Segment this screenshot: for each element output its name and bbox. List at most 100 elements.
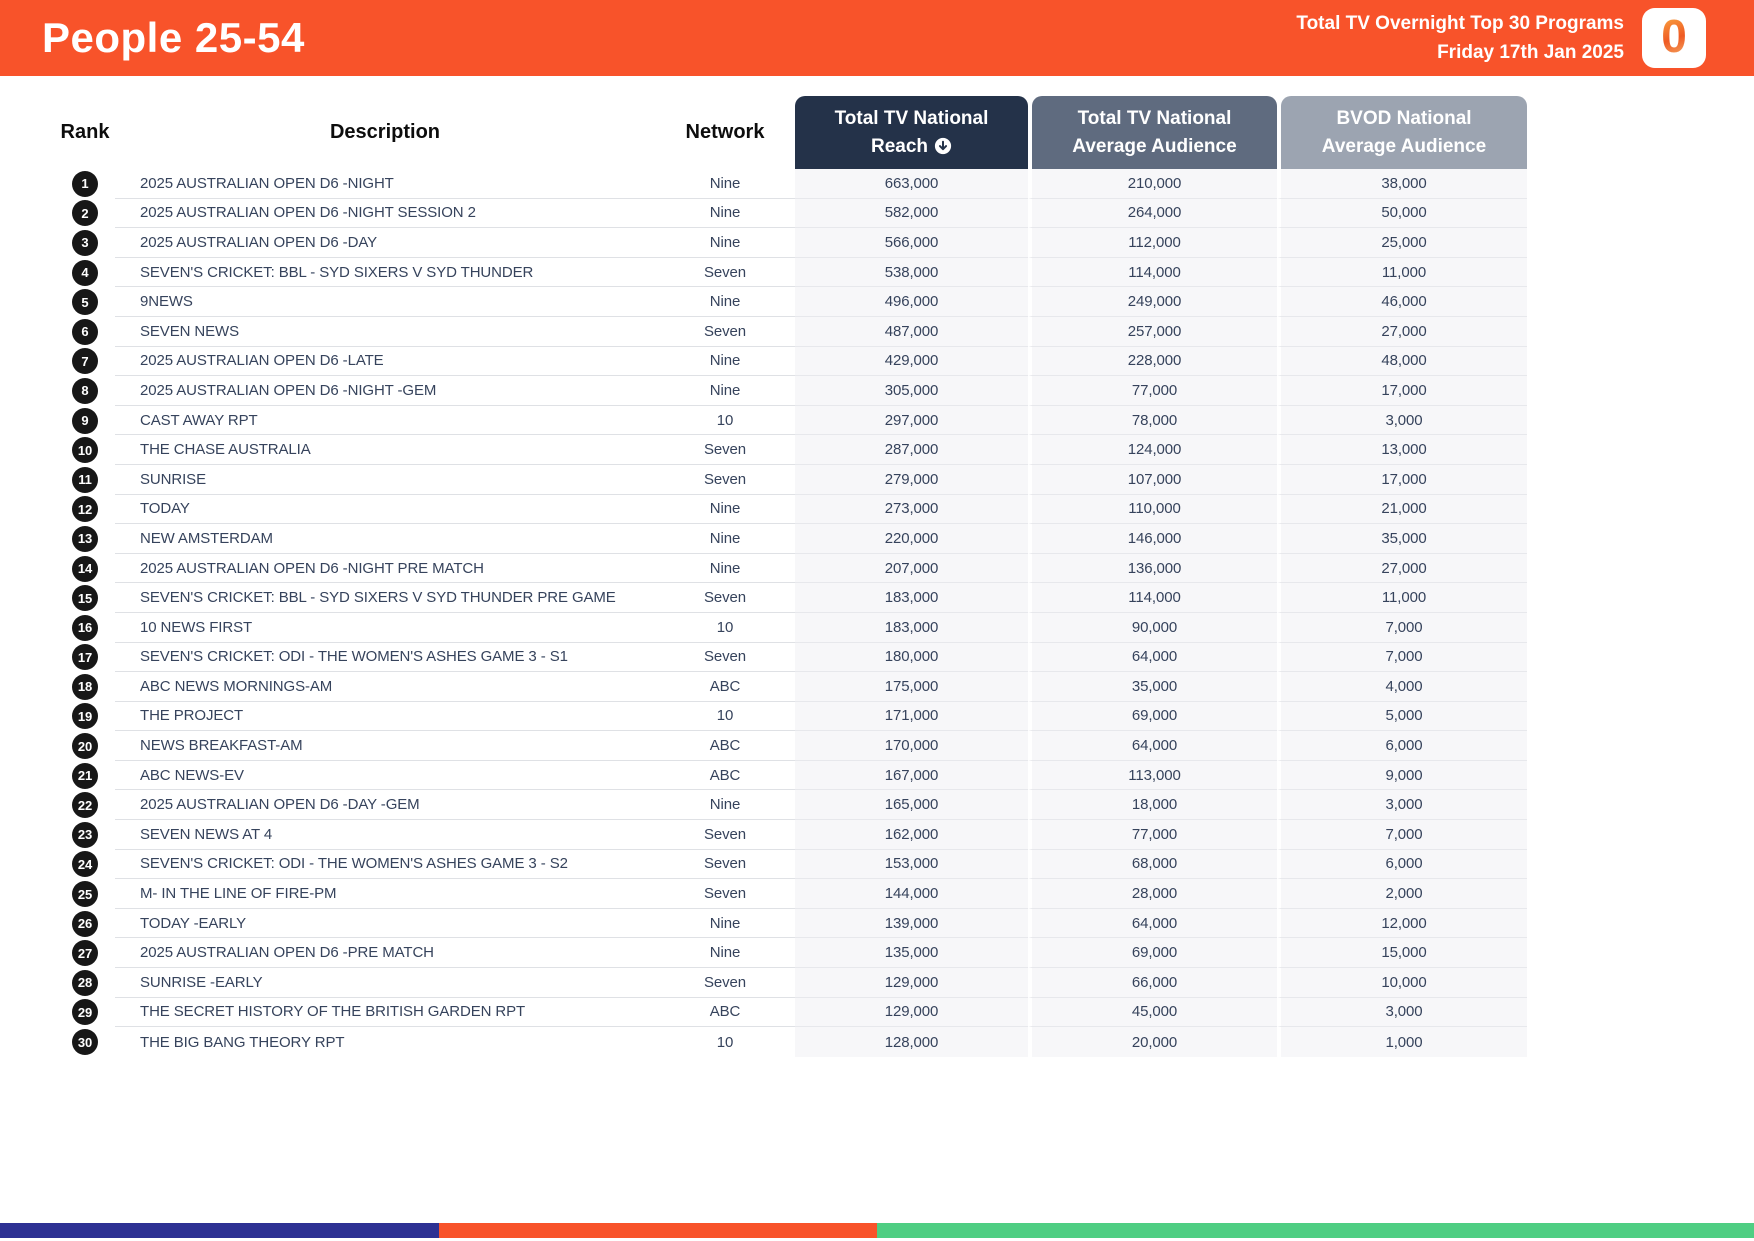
total-tv-average-audience-value: 64,000 [1028,642,1277,673]
bvod-average-audience-value: 6,000 [1277,849,1527,880]
column-header-rank: Rank [60,121,110,143]
network-name: 10 [716,1033,734,1051]
total-tv-reach-value: 487,000 [795,316,1028,347]
table-row: 21 ABC NEWS-EV ABC 167,000 113,000 9,000 [55,760,1527,791]
total-tv-average-audience-value: 35,000 [1028,672,1277,702]
program-description: SUNRISE -EARLY [115,968,655,998]
table-row: 19 THE PROJECT 10 171,000 69,000 5,000 [55,701,1527,732]
rank-badge: 5 [72,289,98,316]
network-name: Seven [655,968,795,998]
total-tv-average-audience-value: 68,000 [1028,849,1277,880]
table-row: 1 2025 AUSTRALIAN OPEN D6 -NIGHT Nine 66… [55,169,1527,199]
program-description: SEVEN NEWS AT 4 [115,820,655,850]
table-row: 17 SEVEN'S CRICKET: ODI - THE WOMEN'S AS… [55,642,1527,673]
network-name: Nine [655,376,795,406]
total-tv-average-audience-value: 257,000 [1028,316,1277,347]
rank-badge: 8 [72,377,98,404]
bvod-average-audience-value: 6,000 [1277,731,1527,761]
table-row: 18 ABC NEWS MORNINGS-AM ABC 175,000 35,0… [55,672,1527,702]
bvod-average-audience-value: 38,000 [1277,169,1527,199]
total-tv-average-audience-value: 77,000 [1028,376,1277,406]
total-tv-average-audience-value: 78,000 [1028,405,1277,436]
program-description: NEWS BREAKFAST-AM [115,731,655,761]
total-tv-reach-value: 429,000 [795,346,1028,377]
program-description: ABC NEWS-EV [115,761,655,791]
rank-badge: 2 [72,200,98,227]
network-name: Nine [655,790,795,821]
rank-badge: 6 [72,318,98,345]
total-tv-reach-value: 538,000 [795,257,1028,288]
network-name: Nine [655,228,795,258]
bvod-average-audience-value: 13,000 [1277,435,1527,465]
subtitle-line-2: Friday 17th Jan 2025 [1437,42,1624,63]
total-tv-average-audience-value: 114,000 [1028,257,1277,288]
total-tv-reach-value: 167,000 [795,760,1028,791]
column-header-bvod-average-audience: BVOD National Average Audience [1281,96,1527,169]
arrow-down-circle-icon [934,138,952,155]
program-description: SEVEN'S CRICKET: BBL - SYD SIXERS V SYD … [115,583,655,613]
column-header-total-tv-reach-sort[interactable]: Total TV National Reach [795,96,1028,169]
program-description: 2025 AUSTRALIAN OPEN D6 -NIGHT -GEM [115,376,655,406]
footer-bar-segment-green [877,1223,1754,1238]
program-description: THE PROJECT [115,702,655,732]
network-name: 10 [655,702,795,732]
total-tv-reach-value: 129,000 [795,968,1028,998]
total-tv-average-audience-value: 69,000 [1028,938,1277,969]
rank-badge: 30 [72,1029,98,1056]
total-tv-average-audience-value: 114,000 [1028,583,1277,613]
program-description: 2025 AUSTRALIAN OPEN D6 -NIGHT SESSION 2 [115,199,655,229]
total-tv-average-audience-value: 69,000 [1028,701,1277,732]
program-description: SUNRISE [115,465,655,495]
oztam-logo: 0 [1642,8,1706,68]
rank-badge: 3 [72,229,98,256]
table-row: 30 THE BIG BANG THEORY RPT 10 128,000 20… [55,1027,1527,1057]
program-description: 2025 AUSTRALIAN OPEN D6 -NIGHT [115,169,655,199]
bvod-average-audience-value: 21,000 [1277,494,1527,525]
bvod-average-audience-value: 3,000 [1277,405,1527,436]
table-row: 23 SEVEN NEWS AT 4 Seven 162,000 77,000 … [55,820,1527,850]
bvod-header-line-1: BVOD National [1336,107,1472,129]
column-header-total-tv-average-audience: Total TV National Average Audience [1032,96,1277,169]
network-name: Seven [655,465,795,495]
bvod-average-audience-value: 46,000 [1277,287,1527,317]
total-tv-average-audience-value: 64,000 [1028,908,1277,939]
total-tv-average-audience-value: 45,000 [1028,997,1277,1028]
total-tv-average-audience-value: 146,000 [1028,524,1277,554]
program-description: THE CHASE AUSTRALIA [115,435,655,465]
total-tv-reach-value: 183,000 [795,612,1028,643]
rank-badge: 22 [72,792,98,819]
table-row: 13 NEW AMSTERDAM Nine 220,000 146,000 35… [55,524,1527,554]
table-row: 25 M- IN THE LINE OF FIRE-PM Seven 144,0… [55,879,1527,909]
rank-badge: 7 [72,348,98,375]
network-name: 10 [655,406,795,436]
avg-header-line-1: Total TV National [1077,107,1232,129]
program-description: THE SECRET HISTORY OF THE BRITISH GARDEN… [115,998,655,1028]
rank-badge: 16 [72,614,98,641]
table-row: 4 SEVEN'S CRICKET: BBL - SYD SIXERS V SY… [55,257,1527,288]
rank-badge: 29 [72,999,98,1026]
subtitle-line-1: Total TV Overnight Top 30 Programs [1296,12,1624,34]
program-description: 2025 AUSTRALIAN OPEN D6 -NIGHT PRE MATCH [115,554,655,584]
total-tv-reach-value: 566,000 [795,228,1028,258]
bvod-average-audience-value: 12,000 [1277,908,1527,939]
bvod-average-audience-value: 48,000 [1277,346,1527,377]
rank-badge: 15 [72,585,98,612]
total-tv-average-audience-value: 228,000 [1028,346,1277,377]
rank-badge: 20 [72,733,98,760]
program-description: 9NEWS [115,287,655,317]
table-row: 10 THE CHASE AUSTRALIA Seven 287,000 124… [55,435,1527,465]
table-row: 2 2025 AUSTRALIAN OPEN D6 -NIGHT SESSION… [55,198,1527,229]
total-tv-reach-value: 220,000 [795,524,1028,554]
report-header: People 25-54 Total TV Overnight Top 30 P… [0,0,1754,76]
page-title: People 25-54 [42,14,305,61]
program-description: 2025 AUSTRALIAN OPEN D6 -DAY [115,228,655,258]
bvod-average-audience-value: 3,000 [1277,790,1527,821]
network-name: ABC [655,998,795,1028]
rank-badge: 12 [72,496,98,523]
total-tv-reach-value: 165,000 [795,790,1028,821]
bvod-average-audience-value: 25,000 [1277,228,1527,258]
total-tv-average-audience-value: 136,000 [1028,553,1277,584]
bvod-average-audience-value: 7,000 [1277,820,1527,850]
total-tv-reach-value: 297,000 [795,405,1028,436]
